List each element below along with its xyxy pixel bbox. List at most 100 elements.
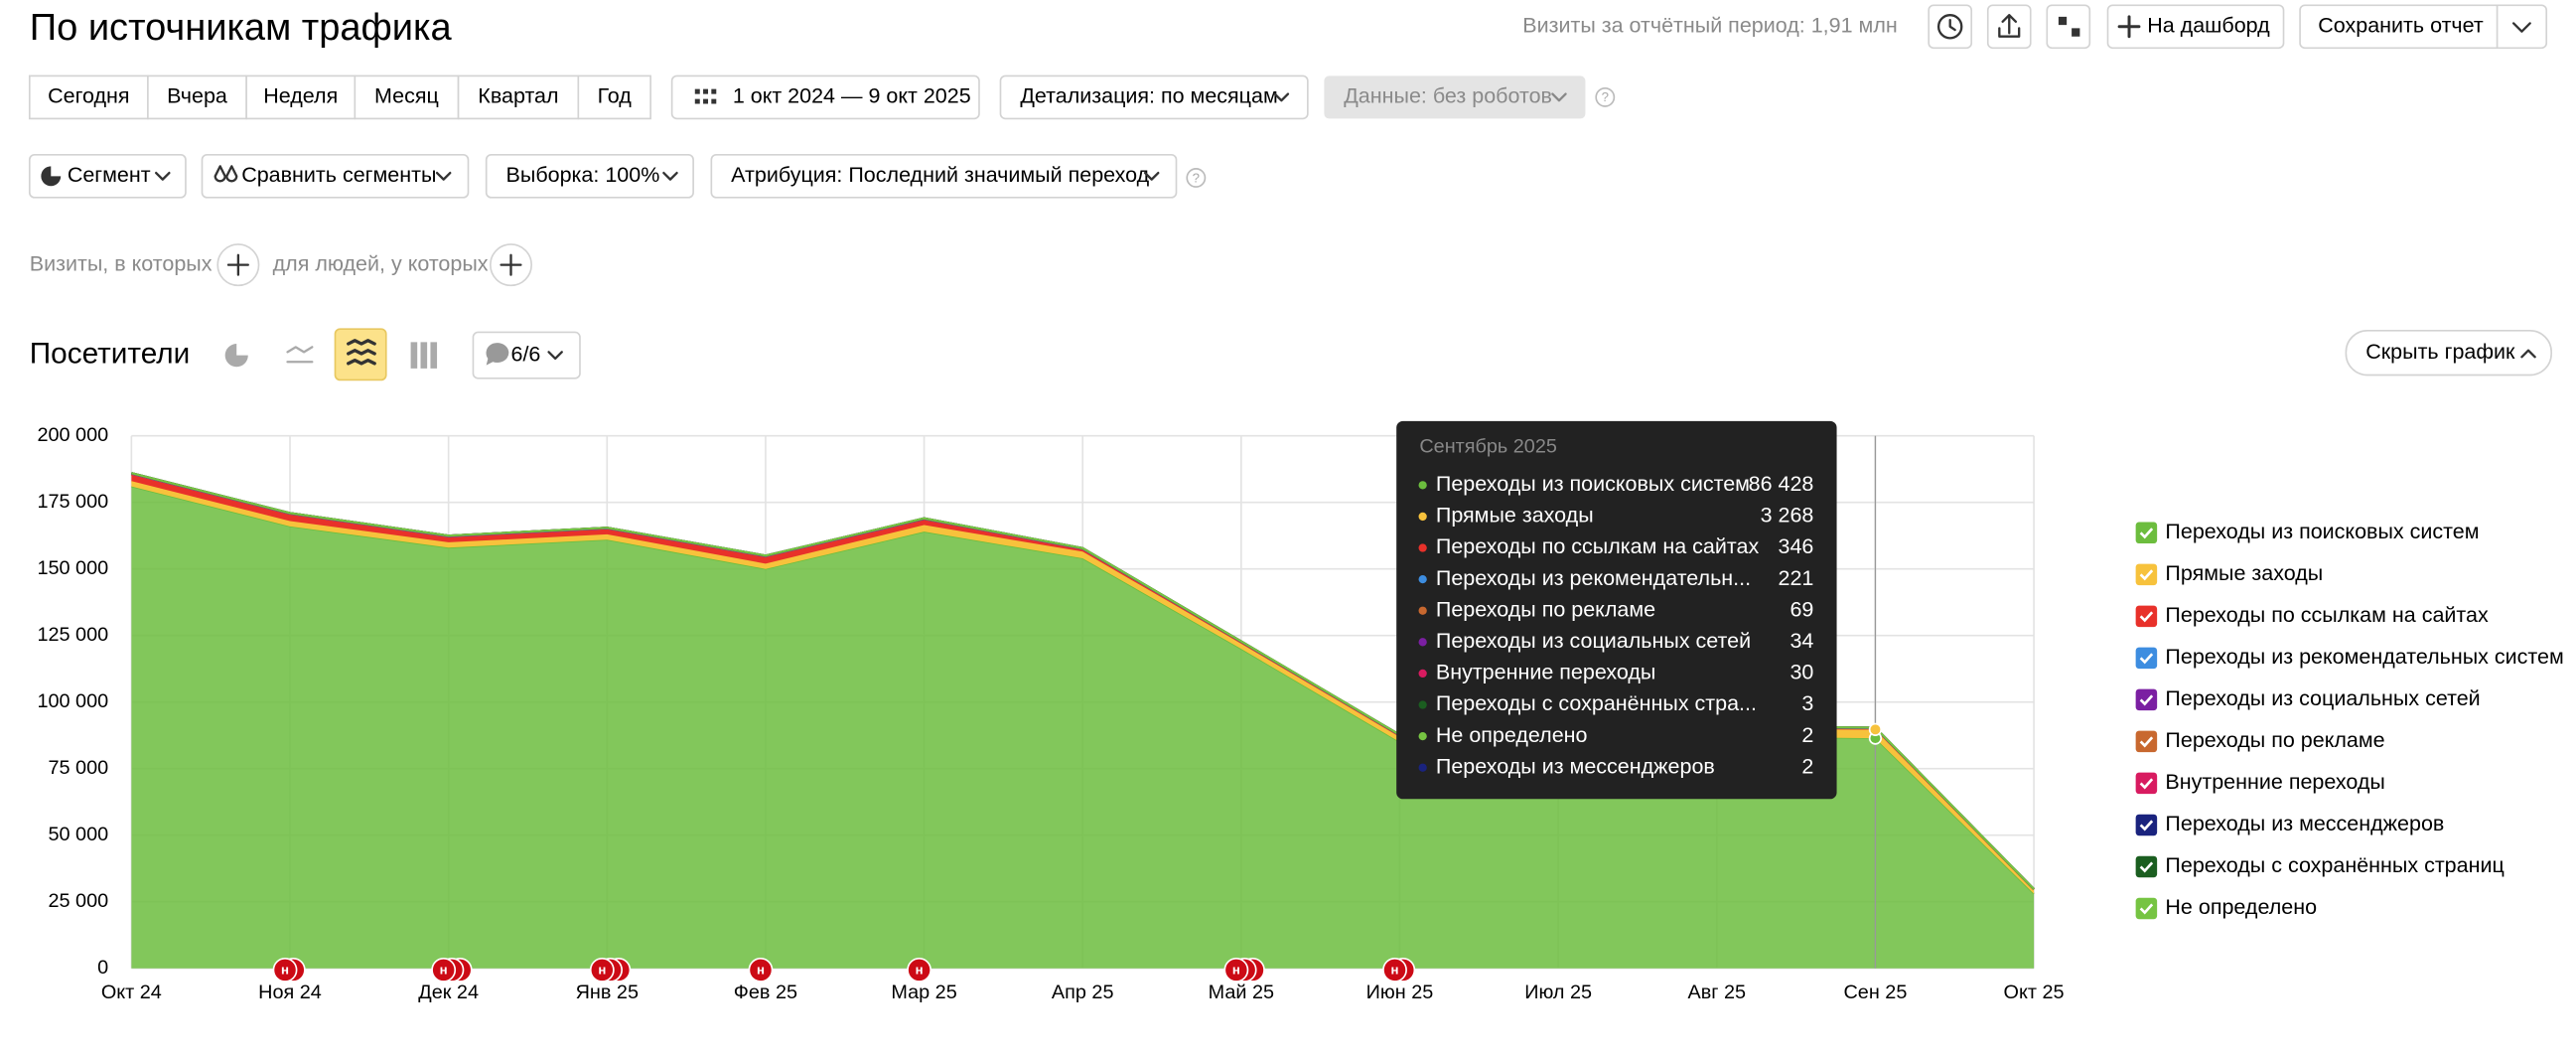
tooltip-label: Переходы по рекламе bbox=[1436, 597, 1655, 621]
legend-item[interactable]: Переходы из рекомендательных систем bbox=[2135, 645, 2564, 670]
area bbox=[131, 486, 2035, 969]
data-filter-button[interactable]: Данные: без роботов bbox=[1324, 76, 1586, 119]
plus-icon bbox=[226, 253, 249, 276]
tooltip-label: Прямые заходы bbox=[1436, 504, 1594, 528]
button-frame bbox=[354, 75, 460, 120]
legend-item[interactable]: Переходы с сохранённых страниц bbox=[2135, 853, 2504, 878]
button-frame bbox=[1324, 76, 1586, 119]
x-tick-label: Сен 25 bbox=[1843, 982, 1907, 1003]
chart-type-bar[interactable] bbox=[410, 342, 438, 369]
detail-button[interactable]: Детализация: по месяцам bbox=[999, 75, 1309, 120]
chart-type-pie[interactable] bbox=[224, 344, 248, 368]
plus-icon bbox=[500, 253, 522, 276]
chevron-icon bbox=[2520, 349, 2536, 359]
event-marker[interactable]: н bbox=[748, 957, 774, 983]
help-button[interactable]: ? bbox=[1186, 168, 1207, 188]
chevron-icon bbox=[547, 351, 563, 361]
x-tick-label: Окт 25 bbox=[2004, 982, 2065, 1003]
clock-hands bbox=[1948, 18, 1956, 32]
share-button[interactable] bbox=[2046, 4, 2091, 50]
legend-item[interactable]: Не определено bbox=[2135, 895, 2317, 920]
tooltip-dot bbox=[1418, 731, 1427, 741]
tooltip: Сентябрь 2025 Переходы из поисковых сист… bbox=[1396, 420, 1837, 800]
series-toggle-button[interactable]: 6/6 bbox=[472, 331, 581, 379]
legend-item[interactable]: Переходы из мессенджеров bbox=[2135, 812, 2445, 836]
y-tick-label: 0 bbox=[97, 957, 108, 979]
event-marker[interactable]: н bbox=[1223, 957, 1249, 983]
legend-item[interactable]: Переходы из поисковых систем bbox=[2135, 520, 2480, 544]
event-marker[interactable]: н bbox=[1382, 957, 1407, 983]
button-label: Детализация: по месяцам bbox=[1020, 84, 1277, 108]
button-frame bbox=[457, 75, 580, 120]
event-marker[interactable]: н bbox=[431, 957, 457, 983]
legend-label: Переходы из мессенджеров bbox=[2165, 812, 2444, 835]
period-button[interactable]: Месяц bbox=[354, 75, 460, 120]
legend-swatch bbox=[2135, 855, 2158, 878]
chart-type-line[interactable] bbox=[286, 346, 314, 364]
event-label: н bbox=[1232, 963, 1240, 978]
add-people-condition[interactable] bbox=[489, 243, 533, 287]
chevron-icon bbox=[662, 171, 678, 181]
period-button[interactable]: Вчера bbox=[147, 75, 247, 120]
button-frame bbox=[999, 75, 1309, 120]
period-button[interactable]: Сегодня bbox=[28, 75, 149, 120]
save-report-button[interactable]: Сохранить отчет bbox=[2299, 4, 2548, 50]
button-frame bbox=[2106, 4, 2285, 50]
y-tick-label: 150 000 bbox=[37, 557, 108, 579]
share-icon bbox=[2058, 16, 2080, 37]
add-visit-condition[interactable] bbox=[216, 243, 260, 287]
chevron-icon bbox=[1551, 92, 1567, 102]
period-button[interactable]: Неделя bbox=[245, 75, 357, 120]
x-tick-label: Июн 25 bbox=[1366, 982, 1434, 1003]
legend-item[interactable]: Переходы по рекламе bbox=[2135, 728, 2385, 753]
history-button[interactable] bbox=[1928, 4, 1973, 50]
legend-label: Переходы из поисковых систем bbox=[2165, 520, 2479, 543]
button-label: Сравнить сегменты bbox=[241, 163, 436, 187]
plus-icon bbox=[2117, 15, 2141, 39]
help-button[interactable]: ? bbox=[1595, 86, 1616, 107]
event-dot bbox=[431, 957, 457, 983]
y-tick-label: 200 000 bbox=[37, 424, 108, 446]
pie-icon bbox=[41, 166, 62, 187]
add-dashboard-button[interactable]: На дашборд bbox=[2106, 4, 2285, 50]
date-range-button[interactable]: 1 окт 2024 — 9 окт 2025 bbox=[670, 75, 980, 120]
legend-item[interactable]: Прямые заходы bbox=[2135, 561, 2324, 586]
tooltip-dot bbox=[1418, 481, 1427, 490]
chart: 0 25 000 50 000 75 000 100 000 125 000 150 000… bbox=[37, 424, 2064, 1003]
event-marker[interactable]: н bbox=[907, 957, 932, 983]
button-label: Выборка: 100% bbox=[506, 163, 660, 187]
bar-icon bbox=[410, 342, 438, 369]
tooltip-value: 34 bbox=[1789, 629, 1813, 653]
legend: Переходы из поисковых систем Прямые заход… bbox=[2135, 520, 2564, 920]
hide-chart-button[interactable]: Скрыть график bbox=[2345, 329, 2553, 377]
tooltip-dot bbox=[1418, 700, 1427, 709]
legend-item[interactable]: Переходы из социальных сетей bbox=[2135, 686, 2481, 711]
attribution-button[interactable]: Атрибуция: Последний значимый переход bbox=[710, 153, 1178, 199]
tooltip-label: Переходы из мессенджеров bbox=[1436, 754, 1715, 778]
sample-button[interactable]: Выборка: 100% bbox=[485, 153, 694, 199]
legend-label: Переходы из социальных сетей bbox=[2165, 686, 2480, 710]
segment-button[interactable]: Сегмент bbox=[28, 153, 187, 199]
legend-item[interactable]: Внутренние переходы bbox=[2135, 770, 2385, 795]
y-tick-label: 100 000 bbox=[37, 690, 108, 712]
visits-summary: Визиты за отчётный период: 1,91 млн bbox=[1522, 13, 1898, 37]
chart-type-area[interactable] bbox=[334, 328, 387, 381]
period-button[interactable]: Год bbox=[577, 75, 651, 120]
event-dot bbox=[272, 957, 298, 983]
comment-icon bbox=[486, 343, 509, 366]
legend-swatch bbox=[2135, 814, 2158, 836]
compare-button[interactable]: Сравнить сегменты bbox=[201, 153, 470, 199]
help-mark: ? bbox=[1193, 170, 1200, 185]
export-button[interactable] bbox=[1986, 4, 2032, 50]
button-label: 1 окт 2024 — 9 окт 2025 bbox=[733, 84, 971, 108]
legend-item[interactable]: Переходы по ссылкам на сайтах bbox=[2135, 603, 2489, 628]
event-marker[interactable]: н bbox=[589, 957, 615, 983]
legend-swatch bbox=[2135, 647, 2158, 670]
legend-label: Не определено bbox=[2165, 895, 2317, 919]
event-marker[interactable]: н bbox=[272, 957, 298, 983]
button-label: Неделя bbox=[263, 84, 338, 108]
period-button[interactable]: Квартал bbox=[457, 75, 580, 120]
x-tick-label: Фев 25 bbox=[734, 982, 797, 1003]
condition-label: Визиты, в которых bbox=[30, 251, 213, 275]
